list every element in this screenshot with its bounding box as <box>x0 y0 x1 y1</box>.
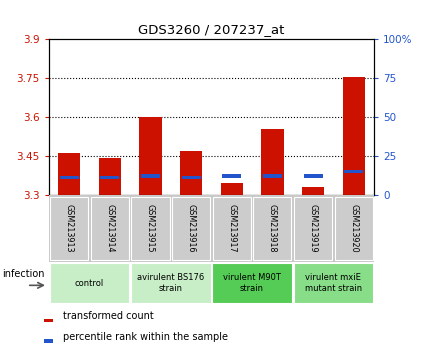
Bar <box>302 187 324 195</box>
FancyBboxPatch shape <box>334 197 373 260</box>
Text: percentile rank within the sample: percentile rank within the sample <box>63 332 228 342</box>
FancyBboxPatch shape <box>294 197 332 260</box>
Bar <box>99 158 121 195</box>
FancyBboxPatch shape <box>172 197 210 260</box>
Bar <box>141 174 160 178</box>
FancyBboxPatch shape <box>294 263 373 303</box>
Bar <box>261 129 283 195</box>
Text: infection: infection <box>3 269 45 279</box>
Bar <box>181 176 201 179</box>
FancyBboxPatch shape <box>212 197 251 260</box>
Text: GSM213916: GSM213916 <box>187 204 196 253</box>
Bar <box>58 153 80 195</box>
Title: GDS3260 / 207237_at: GDS3260 / 207237_at <box>138 23 285 36</box>
FancyBboxPatch shape <box>131 197 170 260</box>
Text: GSM213919: GSM213919 <box>309 204 317 253</box>
Bar <box>100 176 119 179</box>
FancyBboxPatch shape <box>212 263 292 303</box>
FancyBboxPatch shape <box>91 197 129 260</box>
Bar <box>221 183 243 195</box>
Text: control: control <box>75 279 104 288</box>
Bar <box>344 170 363 173</box>
Bar <box>44 319 53 322</box>
Bar <box>49 195 374 262</box>
Bar <box>343 76 365 195</box>
Bar <box>222 174 241 178</box>
Bar <box>139 117 162 195</box>
Text: virulent mxiE
mutant strain: virulent mxiE mutant strain <box>305 274 362 293</box>
Text: GSM213913: GSM213913 <box>65 204 74 253</box>
FancyBboxPatch shape <box>253 197 292 260</box>
Bar <box>60 176 79 179</box>
Bar <box>180 150 202 195</box>
Text: GSM213920: GSM213920 <box>349 204 358 253</box>
Text: avirulent BS176
strain: avirulent BS176 strain <box>137 274 204 293</box>
Text: GSM213914: GSM213914 <box>105 204 114 253</box>
Bar <box>303 174 323 178</box>
Text: GSM213915: GSM213915 <box>146 204 155 253</box>
FancyBboxPatch shape <box>131 263 211 303</box>
Text: GSM213917: GSM213917 <box>227 204 236 253</box>
FancyBboxPatch shape <box>50 263 129 303</box>
Bar <box>263 174 282 178</box>
Text: virulent M90T
strain: virulent M90T strain <box>223 274 281 293</box>
Bar <box>44 339 53 343</box>
Text: GSM213918: GSM213918 <box>268 204 277 253</box>
Text: transformed count: transformed count <box>63 311 154 321</box>
FancyBboxPatch shape <box>50 197 88 260</box>
